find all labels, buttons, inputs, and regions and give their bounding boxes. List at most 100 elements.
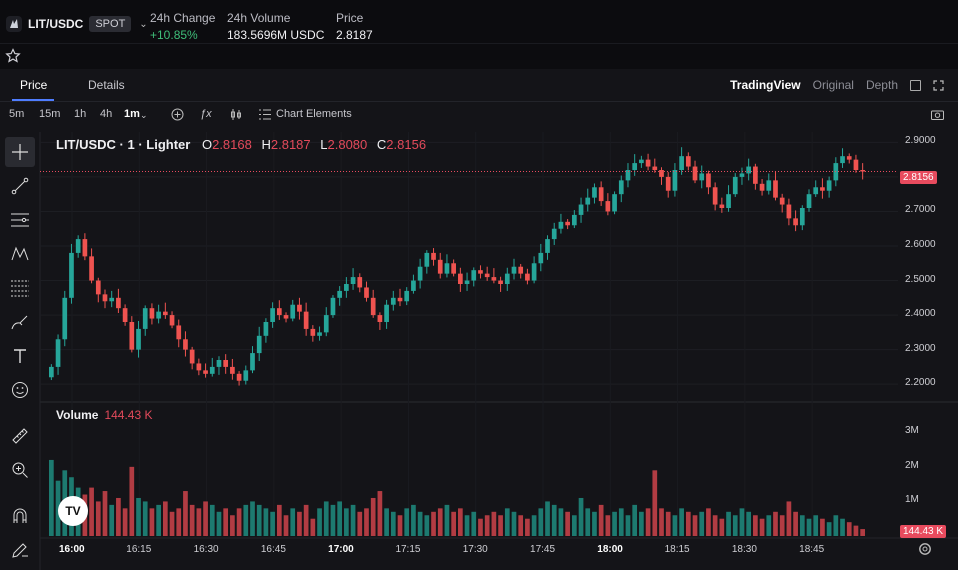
- stat-value: 2.8187: [336, 28, 373, 42]
- zoom-in-icon: [12, 462, 28, 478]
- x-tick-label: 17:45: [530, 544, 556, 555]
- tradingview-logo[interactable]: TV: [58, 496, 88, 526]
- current-volume-tag: 144.43 K: [900, 525, 947, 538]
- x-tick-label: 18:00: [597, 544, 623, 555]
- volume-label: Volume: [56, 408, 99, 422]
- x-tick-label: 18:30: [731, 544, 757, 555]
- tab-details[interactable]: Details: [88, 78, 125, 92]
- ruler-icon: [12, 428, 28, 444]
- crosshair-tool[interactable]: [5, 137, 35, 167]
- ruler-tool[interactable]: [5, 421, 35, 451]
- timeframe-1m[interactable]: 1m: [124, 108, 140, 120]
- market-type-badge: SPOT: [89, 16, 132, 32]
- timeframe-15m[interactable]: 15m: [39, 108, 61, 120]
- stat-value: 183.5696M USDC: [227, 28, 325, 42]
- x-tick-label: 18:15: [664, 544, 690, 555]
- y-tick-label: 2.5000: [905, 273, 936, 285]
- favorites-bar: [0, 43, 958, 70]
- magnet-tool[interactable]: [5, 501, 35, 531]
- crosshair-icon: [12, 144, 28, 160]
- x-tick-label: 16:15: [126, 544, 152, 555]
- x-tick-label: 16:45: [260, 544, 286, 555]
- indicators-icon[interactable]: ƒx: [200, 108, 212, 120]
- stat-label: Price: [336, 11, 364, 25]
- brush-tool[interactable]: [5, 307, 35, 337]
- magnet-icon: [13, 508, 27, 523]
- stat-24h-change: 24h Change +10.85%: [150, 11, 215, 42]
- chart-elements-button[interactable]: Chart Elements: [276, 108, 352, 120]
- x-tick-label: 18:45: [799, 544, 825, 555]
- legend-o-label: O: [201, 137, 213, 152]
- fib-tool[interactable]: [5, 273, 35, 303]
- pair-name: LIT/USDC: [28, 17, 84, 31]
- legend-h-label: H: [261, 137, 271, 152]
- legend-open: 2.8168: [212, 137, 252, 152]
- y-tick-label: 2.2000: [905, 377, 936, 389]
- pair-selector[interactable]: LIT/USDC SPOT ⌄: [6, 16, 148, 32]
- panel-tabs: Price Details TradingView Original Depth: [0, 69, 958, 102]
- legend-high: 2.8187: [270, 137, 311, 152]
- pattern-icon: [11, 246, 29, 261]
- chart-elements-icon[interactable]: [259, 109, 271, 120]
- chart-toolbar: 5m 15m 1h 4h 1m ⌄ ƒx Chart Elements: [0, 102, 958, 128]
- star-icon[interactable]: [5, 48, 21, 64]
- market-header: LIT/USDC SPOT ⌄ 24h Change +10.85% 24h V…: [0, 0, 958, 43]
- timeframe-4h[interactable]: 4h: [100, 108, 113, 120]
- timeframe-5m[interactable]: 5m: [9, 108, 25, 120]
- x-tick-label: 17:00: [328, 544, 354, 555]
- stat-price: Price 2.8187: [336, 11, 373, 42]
- view-tradingview[interactable]: TradingView: [730, 78, 801, 92]
- stat-24h-volume: 24h Volume 183.5696M USDC: [227, 11, 324, 42]
- brush-icon: [11, 315, 28, 330]
- settings-gear-icon[interactable]: [918, 542, 932, 556]
- emoji-tool[interactable]: [5, 375, 35, 405]
- zoom-tool[interactable]: [5, 455, 35, 485]
- compare-add-icon[interactable]: [171, 108, 184, 121]
- stat-value: +10.85%: [150, 28, 198, 42]
- text-tool[interactable]: [5, 341, 35, 371]
- active-tab-indicator: [12, 99, 54, 101]
- fibonacci-icon: [11, 280, 29, 297]
- view-original[interactable]: Original: [812, 78, 854, 92]
- chart-panel: Price Details TradingView Original Depth…: [0, 69, 958, 570]
- chart-type-icon[interactable]: [230, 108, 242, 121]
- x-tick-label: 17:15: [395, 544, 421, 555]
- y-tick-label: 2.4000: [905, 308, 936, 320]
- pair-logo-icon: [6, 16, 22, 32]
- draw-lock-tool[interactable]: [5, 535, 35, 565]
- stat-label: 24h Change: [150, 11, 216, 25]
- chevron-down-icon[interactable]: ⌄: [139, 18, 148, 30]
- trend-line-tool[interactable]: [5, 171, 35, 201]
- timeframe-1h[interactable]: 1h: [74, 108, 87, 120]
- fullscreen-icon[interactable]: [933, 79, 944, 91]
- horizontal-lines-tool[interactable]: [5, 205, 35, 235]
- legend-title: LIT/USDC · 1 · Lighter: [56, 137, 191, 152]
- view-depth[interactable]: Depth: [865, 78, 898, 92]
- volume-value: 144.43 K: [104, 408, 153, 422]
- y-tick-label: 2.3000: [905, 342, 936, 354]
- legend-l-label: L: [320, 137, 328, 152]
- volume-legend: Volume 144.43 K: [56, 408, 153, 422]
- camera-icon[interactable]: [931, 109, 944, 120]
- y-tick-label: 2.9000: [905, 135, 936, 147]
- popout-icon[interactable]: [910, 79, 921, 91]
- pattern-tool[interactable]: [5, 239, 35, 269]
- chart-legend: LIT/USDC · 1 · Lighter O2.8168 H2.8187 L…: [56, 137, 426, 152]
- x-tick-label: 17:30: [462, 544, 488, 555]
- drawing-tools-sidebar: [0, 133, 40, 570]
- pencil-lock-icon: [12, 543, 28, 558]
- legend-close: 2.8156: [386, 137, 427, 152]
- trend-line-icon: [11, 177, 29, 195]
- volume-tick-label: 3M: [905, 425, 919, 437]
- legend-low: 2.8080: [327, 137, 368, 152]
- chart-view-switcher: TradingView Original Depth: [730, 78, 944, 92]
- timeframe-chevron-icon[interactable]: ⌄: [140, 110, 148, 120]
- parallel-lines-icon: [11, 213, 29, 227]
- tab-price[interactable]: Price: [20, 78, 48, 92]
- legend-c-label: C: [376, 137, 387, 152]
- y-tick-label: 2.7000: [905, 204, 936, 216]
- x-tick-label: 16:00: [59, 544, 85, 555]
- volume-tick-label: 1M: [905, 494, 919, 506]
- current-price-tag: 2.8156: [900, 171, 937, 184]
- stat-label: 24h Volume: [227, 11, 291, 25]
